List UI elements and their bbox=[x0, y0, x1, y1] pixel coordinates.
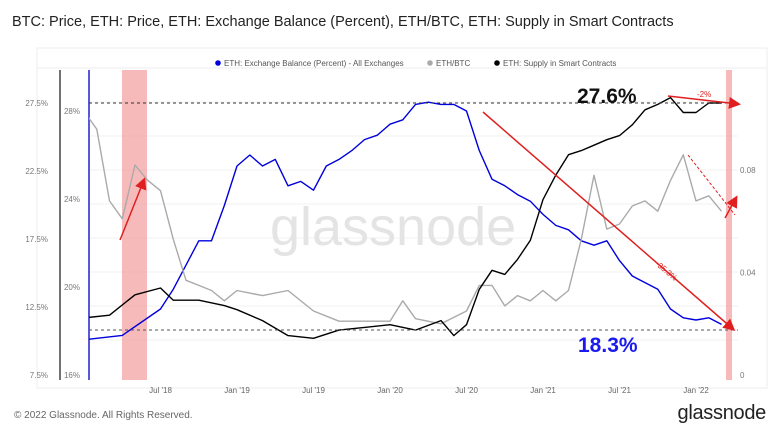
y-tick-label: 28% bbox=[64, 107, 80, 116]
x-tick-label: Jul '19 bbox=[302, 386, 325, 395]
legend: ETH: Exchange Balance (Percent) - All Ex… bbox=[215, 59, 616, 68]
x-tick-label: Jan '22 bbox=[683, 386, 709, 395]
watermark: glassnode bbox=[270, 197, 516, 257]
legend-marker bbox=[427, 60, 433, 66]
series-line-0 bbox=[89, 101, 722, 340]
y-tick-label: 16% bbox=[64, 371, 80, 380]
y-tick-label: 7.5% bbox=[30, 371, 48, 380]
legend-label: ETH: Exchange Balance (Percent) - All Ex… bbox=[224, 59, 404, 68]
ethbtc-trend-dashed bbox=[687, 154, 736, 216]
y-tick-label: 0.04 bbox=[740, 269, 756, 278]
supply-trend-arrow bbox=[667, 95, 741, 109]
y-tick-label: 0.08 bbox=[740, 166, 756, 175]
balance-change-label: -35.3% bbox=[654, 259, 679, 282]
y-tick-label: 27.5% bbox=[25, 99, 48, 108]
ethbtc-2018-arrow bbox=[119, 177, 147, 241]
ethbtc-2022-arrow bbox=[724, 195, 738, 219]
y-tick-label: 20% bbox=[64, 283, 80, 292]
chart-title: BTC: Price, ETH: Price, ETH: Exchange Ba… bbox=[12, 14, 674, 30]
x-tick-label: Jul '18 bbox=[149, 386, 172, 395]
chart: ETH: Exchange Balance (Percent) - All Ex… bbox=[25, 47, 768, 395]
y-tick-label: 17.5% bbox=[25, 235, 48, 244]
supply-level-label: 27.6% bbox=[577, 85, 637, 108]
plot-frame bbox=[36, 47, 768, 389]
legend-marker bbox=[494, 60, 500, 66]
y-tick-label: 12.5% bbox=[25, 303, 48, 312]
x-tick-label: Jul '21 bbox=[608, 386, 631, 395]
supply-change-label: -2% bbox=[697, 90, 711, 99]
highlight-region-2022 bbox=[726, 70, 732, 380]
legend-marker bbox=[215, 60, 221, 66]
series-line-2 bbox=[89, 96, 722, 339]
copyright: © 2022 Glassnode. All Rights Reserved. bbox=[14, 410, 193, 421]
legend-label: ETH/BTC bbox=[436, 59, 470, 68]
balance-level-label: 18.3% bbox=[578, 334, 638, 357]
y-tick-label: 24% bbox=[64, 195, 80, 204]
y-tick-label: 0 bbox=[740, 371, 745, 380]
x-tick-label: Jan '21 bbox=[530, 386, 556, 395]
balance-trend-arrow bbox=[482, 111, 736, 331]
series-lines bbox=[89, 96, 723, 340]
x-tick-label: Jan '20 bbox=[377, 386, 403, 395]
y-tick-label: 22.5% bbox=[25, 167, 48, 176]
series-line-1 bbox=[89, 117, 723, 325]
legend-label: ETH: Supply in Smart Contracts bbox=[503, 59, 616, 68]
x-tick-label: Jul '20 bbox=[455, 386, 478, 395]
brand-logo: glassnode bbox=[677, 402, 767, 424]
x-tick-label: Jan '19 bbox=[224, 386, 250, 395]
